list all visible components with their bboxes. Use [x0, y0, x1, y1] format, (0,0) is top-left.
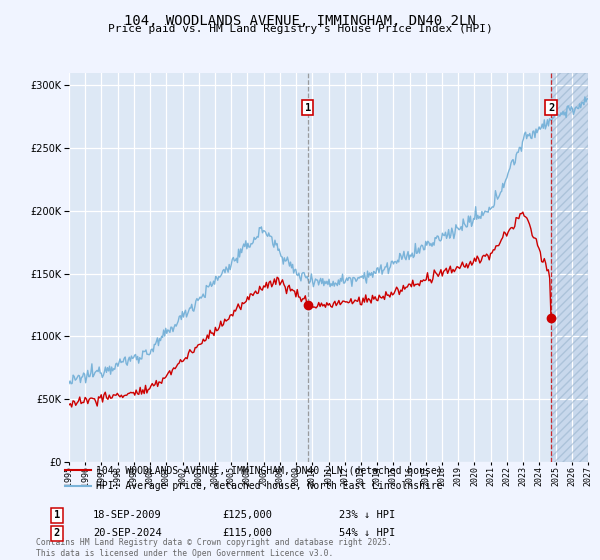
Bar [551, 73, 588, 462]
Text: Contains HM Land Registry data © Crown copyright and database right 2025.
This d: Contains HM Land Registry data © Crown c… [36, 538, 392, 558]
Text: Price paid vs. HM Land Registry's House Price Index (HPI): Price paid vs. HM Land Registry's House … [107, 24, 493, 34]
Text: 23% ↓ HPI: 23% ↓ HPI [339, 510, 395, 520]
Text: 2: 2 [548, 103, 554, 113]
Text: HPI: Average price, detached house, North East Lincolnshire: HPI: Average price, detached house, Nort… [96, 481, 442, 491]
Text: £115,000: £115,000 [222, 528, 272, 538]
Text: 18-SEP-2009: 18-SEP-2009 [93, 510, 162, 520]
Text: £125,000: £125,000 [222, 510, 272, 520]
Text: 1: 1 [305, 103, 311, 113]
Text: 54% ↓ HPI: 54% ↓ HPI [339, 528, 395, 538]
Text: 1: 1 [54, 510, 60, 520]
Text: 104, WOODLANDS AVENUE, IMMINGHAM, DN40 2LN (detached house): 104, WOODLANDS AVENUE, IMMINGHAM, DN40 2… [96, 465, 442, 475]
Text: 2: 2 [54, 528, 60, 538]
Text: 104, WOODLANDS AVENUE, IMMINGHAM, DN40 2LN: 104, WOODLANDS AVENUE, IMMINGHAM, DN40 2… [124, 14, 476, 28]
Text: 20-SEP-2024: 20-SEP-2024 [93, 528, 162, 538]
Bar [551, 73, 588, 462]
